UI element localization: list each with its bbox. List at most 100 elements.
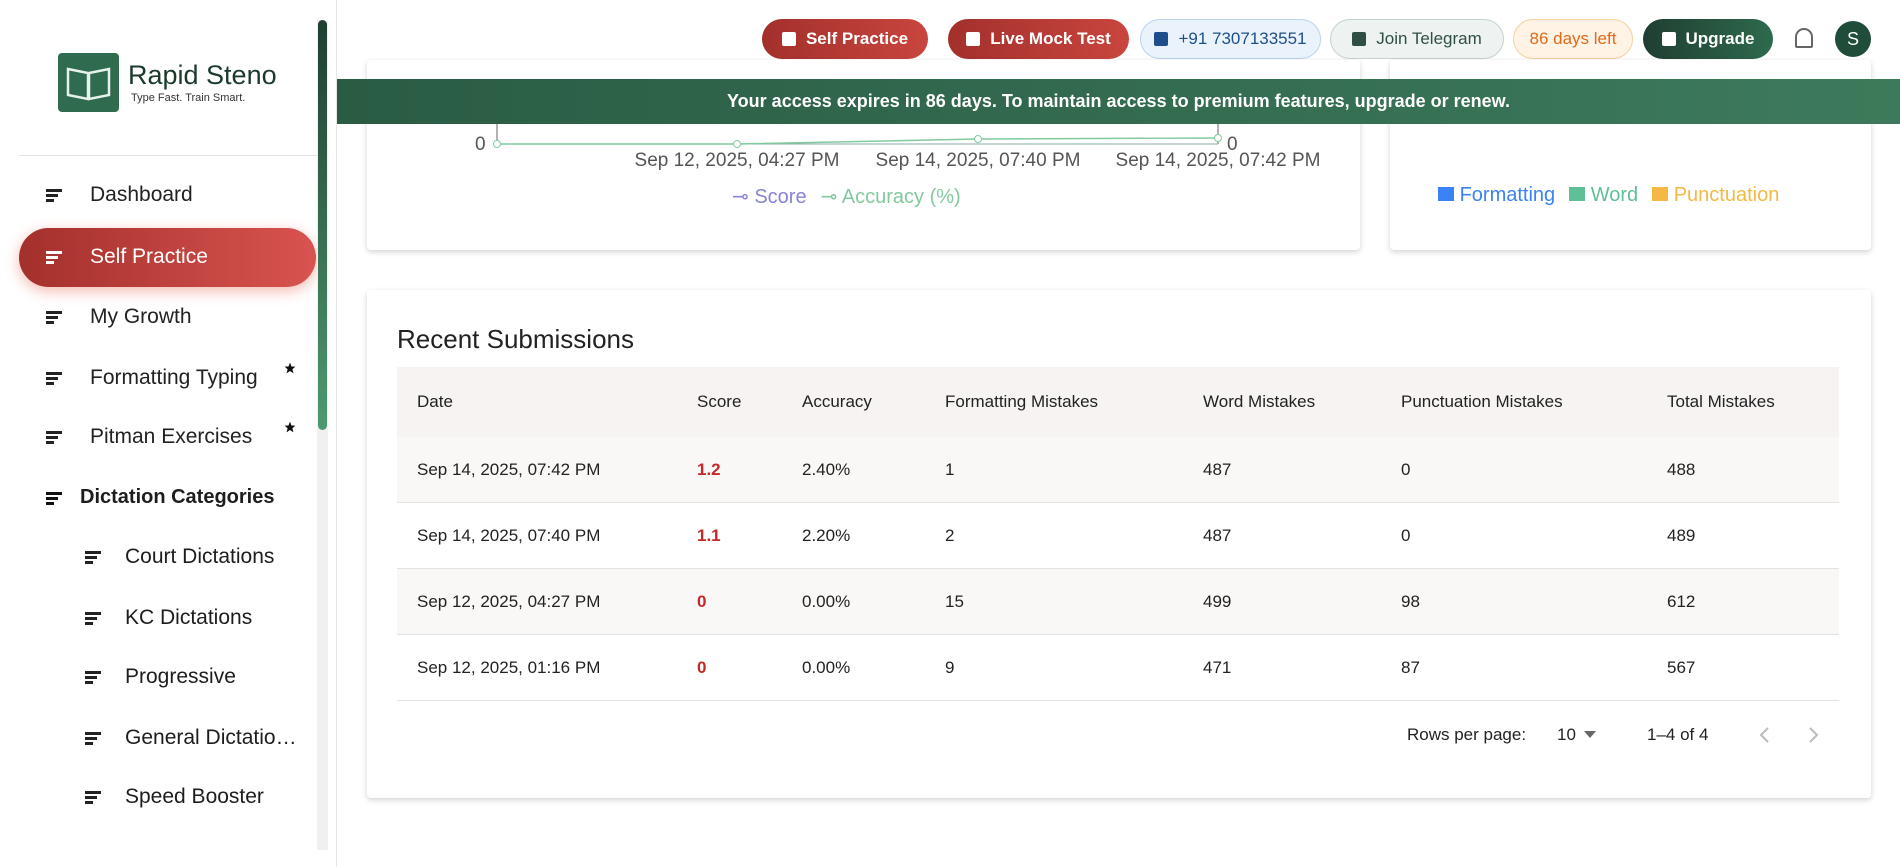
nav-section: Dictation Categories [80,486,275,508]
table-cell: 98 [1401,592,1420,611]
button-label: +91 7307133551 [1178,29,1307,48]
star-icon [284,362,296,374]
button-icon [781,32,796,46]
section-title: Recent Submissions [397,324,634,354]
table-header [397,367,1839,437]
table-row [397,635,1839,701]
column-header: Accuracy [802,392,872,411]
button-icon [1154,32,1169,46]
page-range: 1–4 of 4 [1647,725,1709,744]
table-cell: Sep 14, 2025, 07:42 PM [417,460,601,479]
dropdown-caret[interactable] [1583,730,1597,740]
chart-fragment [493,120,1222,148]
prev-page[interactable] [1757,725,1771,745]
submissions-card: Recent Submissions Rows per page: 10 1–4… [367,290,1871,798]
brand-tagline: Type Fast. Train Smart. [131,92,246,104]
nav-icon [85,551,101,564]
top-button[interactable]: Self Practice [762,19,928,59]
table-cell: 9 [945,658,955,677]
sub-nav-item[interactable]: Progressive [125,665,236,688]
table-row [397,503,1839,569]
button-label: Upgrade [1685,29,1755,48]
nav-item[interactable]: My Growth [90,305,192,328]
nav-icon [46,251,62,264]
brand-name: Rapid Steno [128,60,277,90]
sub-nav-item[interactable]: Speed Booster [125,785,264,808]
button-icon [966,32,981,46]
table-cell: 2.20% [802,526,851,545]
legend-text: Score [754,186,807,208]
nav-item[interactable]: Pitman Exercises [90,425,253,448]
y-left-tick: 0 [475,134,486,155]
x-tick-label: Sep 12, 2025, 04:27 PM [634,150,840,171]
sub-nav-item[interactable]: Court Dictations [125,545,275,568]
table-cell: Sep 12, 2025, 04:27 PM [417,592,601,611]
notifications[interactable] [1795,28,1813,48]
table-cell: 0 [1401,460,1411,479]
top-button[interactable]: Live Mock Test [948,19,1129,59]
scroll-track [317,20,328,850]
top-button[interactable]: Upgrade [1643,19,1773,59]
legend-score: ⊸ Score [732,186,807,208]
table-cell: 471 [1203,658,1232,677]
legend-text: Word [1590,184,1639,206]
nav-icon [85,612,101,625]
nav-icon [46,492,62,505]
table-cell: 1.2 [697,460,721,479]
nav-item[interactable]: Self Practice [90,245,208,268]
top-button[interactable]: 86 days left [1513,19,1633,59]
nav-icon [46,431,62,444]
nav-icon [85,791,101,804]
chart-legend: ⊸ Score ⊸ Accuracy (%) [732,184,961,209]
table-row [397,437,1839,503]
column-header: Formatting Mistakes [945,392,1099,411]
scroll-thumb[interactable] [318,20,327,430]
button-label: Live Mock Test [990,29,1111,48]
nav-item[interactable]: Dashboard [90,183,193,206]
button-label: 86 days left [1529,29,1617,48]
nav-item[interactable]: Formatting Typing [90,366,258,389]
table-cell: 488 [1667,460,1696,479]
y-right-tick: 0 [1227,134,1238,155]
nav-icon [46,189,62,202]
table-cell: 567 [1667,658,1696,677]
table-cell: 2 [945,526,955,545]
button-icon [1661,32,1676,46]
column-header: Punctuation Mistakes [1401,392,1563,411]
table-cell: 0 [697,658,707,677]
sub-nav-item[interactable]: KC Dictations [125,606,253,629]
sidebar: Rapid Steno Type Fast. Train Smart. Dash… [0,0,337,867]
rows-per-page[interactable]: 10 [1557,725,1576,744]
column-header: Total Mistakes [1667,392,1775,411]
table-cell: 612 [1667,592,1696,611]
nav-icon [85,732,101,745]
table-cell: 499 [1203,592,1232,611]
legend-accuracy: ⊸ Accuracy (%) [820,186,961,208]
table-cell: 87 [1401,658,1420,677]
divider [19,155,319,156]
breakdown-legend: Formatting Word Punctuation [1438,184,1779,207]
table-row [397,569,1839,635]
top-button[interactable]: Join Telegram [1330,19,1504,59]
top-button[interactable]: +91 7307133551 [1140,19,1321,59]
nav-icon [46,311,62,324]
table-cell: 2.40% [802,460,851,479]
table-cell: 487 [1203,526,1232,545]
table-cell: 487 [1203,460,1232,479]
x-tick-label: Sep 14, 2025, 07:42 PM [1115,150,1321,171]
legend-text: Punctuation [1673,184,1780,206]
table-cell: Sep 14, 2025, 07:40 PM [417,526,601,545]
nav-icon [46,372,62,385]
avatar[interactable]: S [1835,21,1871,57]
table-cell: 489 [1667,526,1696,545]
table-cell: 15 [945,592,964,611]
rows-per-page-label: Rows per page: [1407,725,1527,744]
button-label: Join Telegram [1376,29,1482,48]
table-cell: 0 [697,592,707,611]
next-page[interactable] [1807,725,1821,745]
sub-nav-item[interactable]: General Dictatio… [125,726,297,749]
table-cell: 1 [945,460,955,479]
table-cell: 0.00% [802,592,851,611]
column-header: Word Mistakes [1203,392,1316,411]
